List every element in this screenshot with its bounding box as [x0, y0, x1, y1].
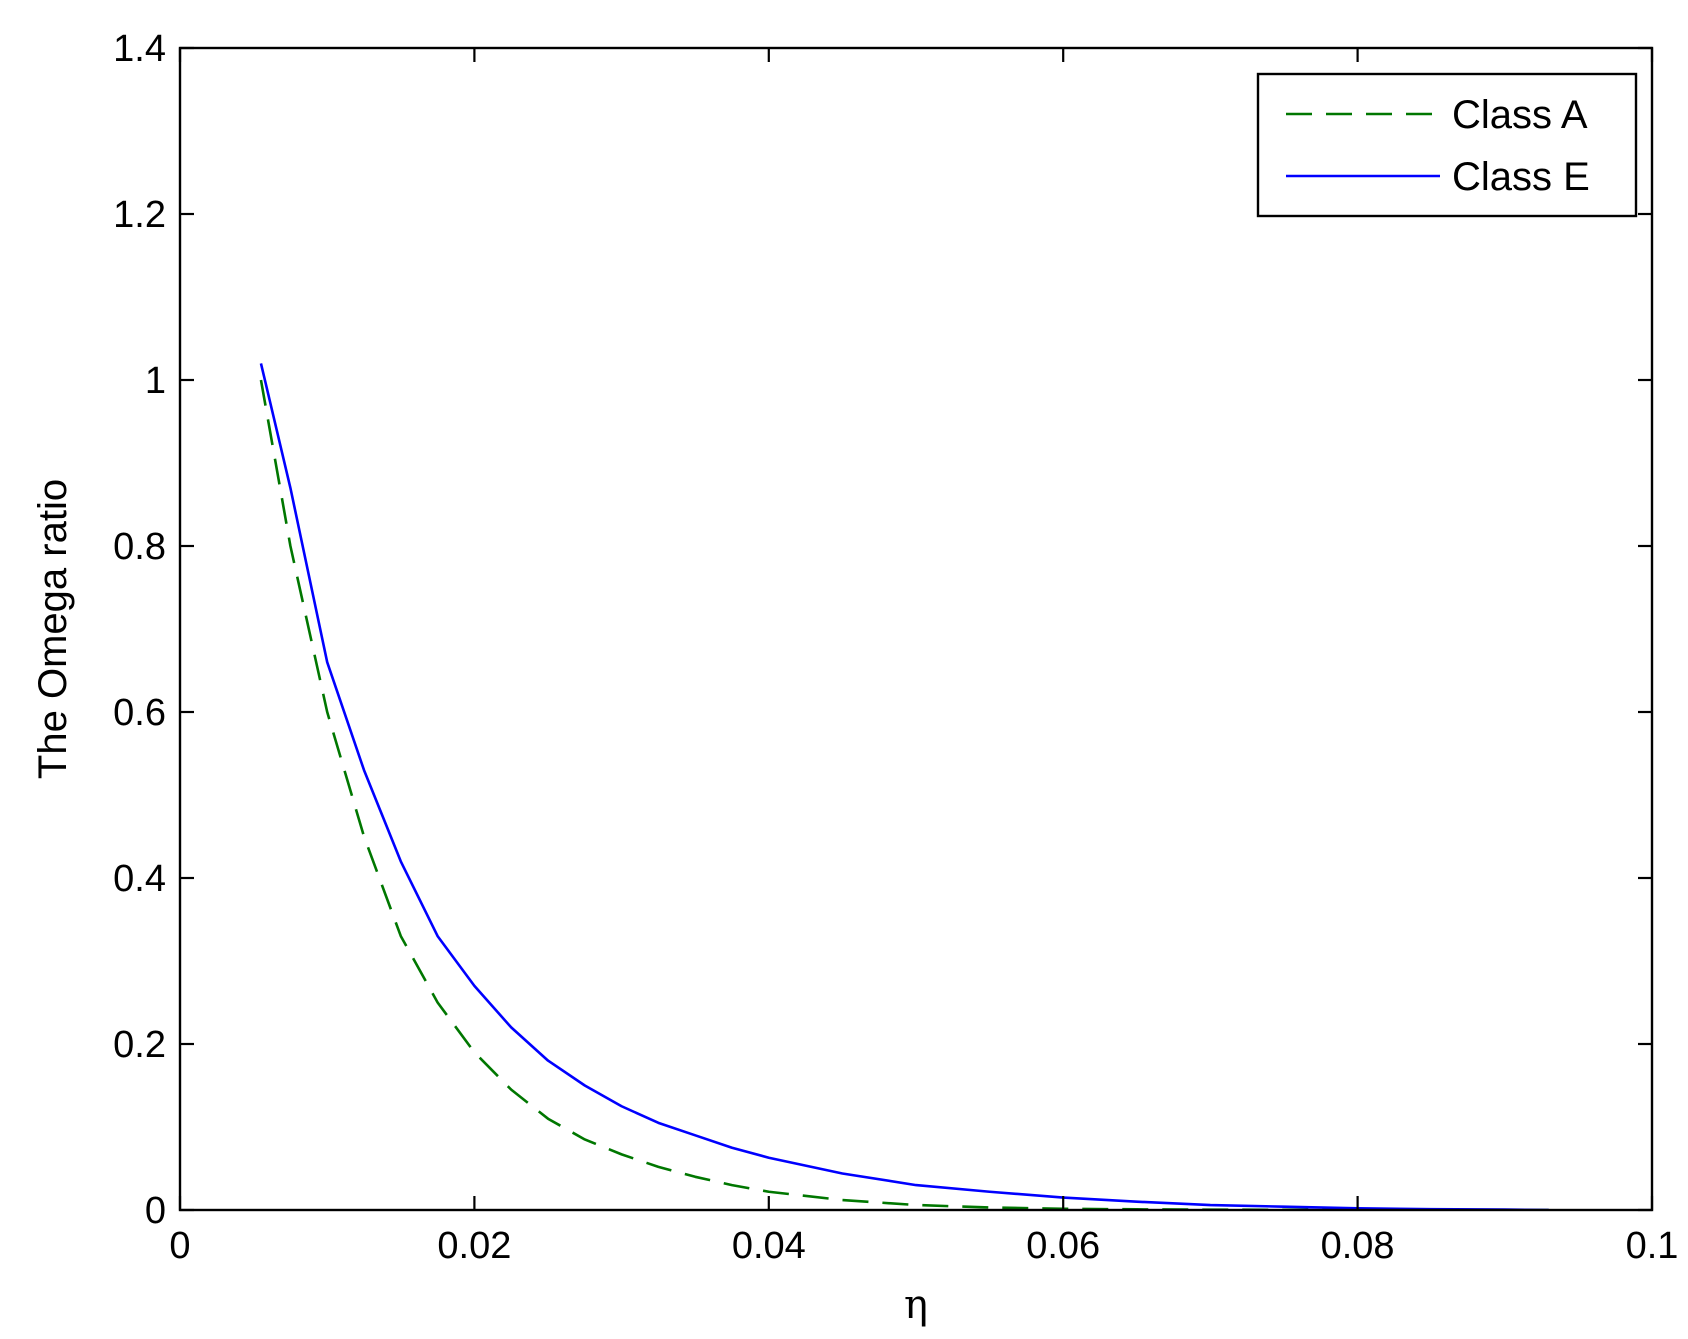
- legend: Class A Class E: [1256, 72, 1638, 218]
- x-tick-label: 0: [169, 1225, 190, 1267]
- y-tick-label: 1.4: [113, 28, 166, 70]
- legend-label: Class A: [1452, 93, 1588, 137]
- x-tick-label: 0.08: [1321, 1225, 1395, 1267]
- y-tick-label: 0: [145, 1190, 166, 1232]
- x-tick-label: 0.1: [1626, 1225, 1679, 1267]
- y-tick-label: 0.4: [113, 858, 166, 900]
- legend-box: [1256, 72, 1638, 218]
- x-axis-label: η: [904, 1282, 928, 1328]
- legend-label: Class E: [1452, 155, 1590, 199]
- y-tick-label: 0.8: [113, 526, 166, 568]
- axes-layer: [178, 46, 1654, 1212]
- x-tick-label: 0.06: [1026, 1225, 1100, 1267]
- x-tick-label: 0.02: [437, 1225, 511, 1267]
- series-layer: [259, 363, 1549, 1210]
- y-tick-label: 1: [145, 360, 166, 402]
- axes-box: [178, 46, 1654, 1212]
- x-tick-label: 0.04: [732, 1225, 806, 1267]
- y-tick-label: 0.6: [113, 692, 166, 734]
- y-tick-label: 0.2: [113, 1024, 166, 1066]
- y-tick-label: 1.2: [113, 194, 166, 236]
- ticks-layer: 0 0.02 0.04 0.06 0.08 0.1 0 0.2 0.4 0.6 0.8 1 1.2 1.4: [113, 28, 1678, 1267]
- series-line-class-e: [259, 363, 1549, 1210]
- y-axis-label: The Omega ratio: [31, 479, 75, 779]
